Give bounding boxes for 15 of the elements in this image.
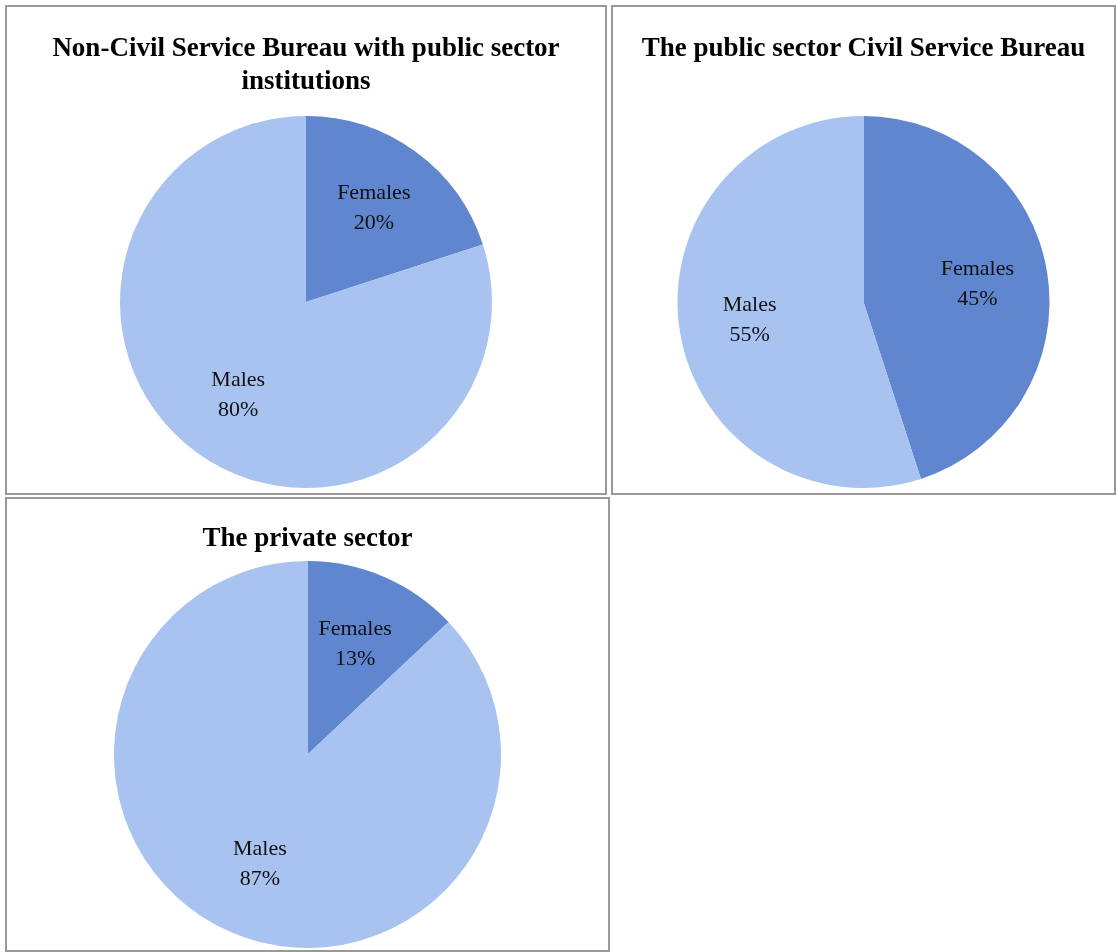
chart-title: Non-Civil Service Bureau with public sector institutions bbox=[51, 31, 561, 97]
chart-title: The public sector Civil Service Bureau bbox=[640, 31, 1087, 64]
slice-label: Males bbox=[722, 290, 777, 316]
slice-label: Males bbox=[232, 835, 287, 861]
data-label: 13% bbox=[334, 645, 376, 671]
slice-label: Males bbox=[211, 366, 266, 392]
data-label: 87% bbox=[239, 865, 281, 891]
data-label: 20% bbox=[353, 209, 394, 235]
data-label: 45% bbox=[957, 284, 998, 310]
slice-label: Females bbox=[318, 615, 392, 641]
data-label: 55% bbox=[729, 320, 770, 346]
chart-title: The private sector bbox=[201, 521, 414, 554]
slice-label: Females bbox=[940, 254, 1015, 280]
slice-label: Females bbox=[337, 179, 411, 205]
data-label: 80% bbox=[218, 396, 259, 422]
